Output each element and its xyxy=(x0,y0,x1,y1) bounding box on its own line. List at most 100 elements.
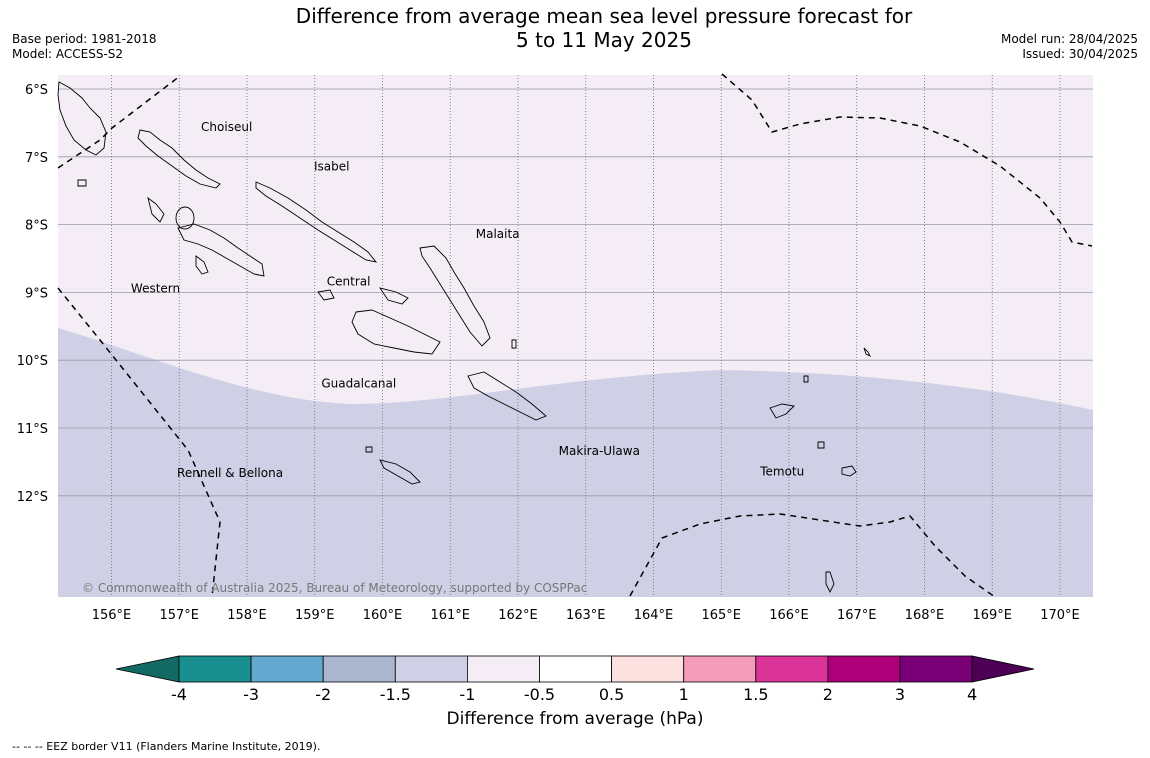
lon-tick-label: 163°E xyxy=(566,608,606,623)
lon-tick-label: 156°E xyxy=(92,608,132,623)
province-label: Guadalcanal xyxy=(321,376,396,390)
colorbar-segment xyxy=(755,655,829,683)
colorbar-tick-label: -1 xyxy=(459,685,475,704)
province-label: Choiseul xyxy=(201,120,252,134)
island-bougainville xyxy=(57,81,107,156)
title-line-2: 5 to 11 May 2025 xyxy=(516,28,692,52)
lat-tick-label: 6°S xyxy=(25,83,48,98)
province-label: Makira-Ulawa xyxy=(559,444,640,458)
island-anuta xyxy=(825,571,835,594)
base-period: Base period: 1981-2018 xyxy=(12,32,157,46)
province-label: Rennell & Bellona xyxy=(177,466,283,480)
island-rennell xyxy=(379,459,421,485)
lat-tick-label: 10°S xyxy=(17,354,48,369)
lon-tick-label: 169°E xyxy=(972,608,1012,623)
colorbar-tick-label: 0.5 xyxy=(599,685,624,704)
province-label: Temotu xyxy=(759,464,804,478)
island-ulawa xyxy=(511,339,517,349)
island-shortland xyxy=(77,179,87,187)
lat-tick-label: 9°S xyxy=(25,286,48,301)
colorbar-tick-label: -0.5 xyxy=(524,685,555,704)
province-label: Malaita xyxy=(476,227,520,241)
island-isabel xyxy=(255,181,378,263)
island-guadalcanal xyxy=(351,309,441,355)
eez-line-png-north xyxy=(57,75,181,169)
colorbar-segment xyxy=(827,655,901,683)
title-line-1: Difference from average mean sea level p… xyxy=(295,4,913,28)
issued-date: Issued: 30/04/2025 xyxy=(1022,47,1138,61)
axis-labels: 6°S 7°S 8°S 9°S 10°S 11°S 12°S 156°E 157°E 158°E 1… xyxy=(17,83,1080,623)
lon-tick-label: 166°E xyxy=(769,608,809,623)
model-name: Model: ACCESS-S2 xyxy=(12,47,124,61)
colorbar-segment xyxy=(322,655,396,683)
island-malaita xyxy=(419,245,491,347)
colorbar-title: Difference from average (hPa) xyxy=(446,709,704,729)
lon-tick-label: 159°E xyxy=(295,608,335,623)
eez-line-west xyxy=(57,287,221,598)
island-new-georgia xyxy=(177,223,265,277)
colorbar-tick-label: 4 xyxy=(967,685,977,704)
lon-tick-label: 164°E xyxy=(634,608,674,623)
lon-tick-label: 161°E xyxy=(430,608,470,623)
field-band-lower xyxy=(58,328,1093,597)
colorbar-segment xyxy=(539,655,612,683)
colorbar-tick-label: -1.5 xyxy=(380,685,411,704)
province-label: Isabel xyxy=(314,159,349,173)
eez-borders xyxy=(57,73,1093,598)
island-choiseul xyxy=(137,129,221,189)
island-rendova xyxy=(195,255,209,275)
colorbar-segment xyxy=(394,655,468,683)
lon-tick-label: 168°E xyxy=(905,608,945,623)
colorbar-over-arrow xyxy=(971,655,1035,683)
eez-line-vanuatu-north xyxy=(721,73,1093,247)
island-reef-islands xyxy=(803,375,809,383)
lon-tick-label: 170°E xyxy=(1040,608,1080,623)
meta-right: Model run: 28/04/2025 Issued: 30/04/2025 xyxy=(1001,32,1138,62)
colorbar-tick-label: 2 xyxy=(823,685,833,704)
lon-tick-label: 165°E xyxy=(701,608,741,623)
colorbar-tick-label: -3 xyxy=(243,685,259,704)
colorbar-segment xyxy=(466,655,540,683)
province-label: Western xyxy=(131,281,180,295)
lat-tick-label: 12°S xyxy=(17,490,48,505)
island-utupua xyxy=(817,441,825,449)
colorbar-segment xyxy=(683,655,757,683)
model-run: Model run: 28/04/2025 xyxy=(1000,32,1138,46)
colorbar: -4 -3 -2 -1.5 -1 -0.5 0.5 1 1.5 2 3 4 xyxy=(115,655,1035,704)
graticule xyxy=(58,75,1093,597)
island-florida xyxy=(378,287,409,305)
island-makira xyxy=(467,371,547,421)
lon-tick-label: 162°E xyxy=(498,608,538,623)
copyright-notice: © Commonwealth of Australia 2025, Bureau… xyxy=(82,581,587,595)
province-labels: Choiseul Isabel Malaita Western Central Guada… xyxy=(131,120,804,480)
lon-tick-label: 167°E xyxy=(837,608,877,623)
island-duff xyxy=(863,347,872,358)
meta-left: Base period: 1981-2018 Model: ACCESS-S2 xyxy=(12,32,157,62)
island-vanikoro xyxy=(841,465,857,477)
lat-tick-label: 11°S xyxy=(17,422,48,437)
eez-line-vanuatu-south xyxy=(629,513,996,598)
island-ranongga xyxy=(147,196,165,223)
island-russell xyxy=(317,289,335,301)
colorbar-tick-label: 3 xyxy=(895,685,905,704)
lon-tick-label: 157°E xyxy=(159,608,199,623)
colorbar-segment xyxy=(611,655,685,683)
colorbar-under-arrow xyxy=(115,655,180,683)
island-santa-cruz xyxy=(769,403,795,419)
lat-tick-label: 8°S xyxy=(25,219,48,234)
island-vella-lavella xyxy=(175,206,195,230)
colorbar-segment xyxy=(250,655,324,683)
colorbar-segment xyxy=(178,655,252,683)
island-bellona xyxy=(365,446,373,453)
colorbar-segment xyxy=(899,655,973,683)
pressure-field xyxy=(58,75,1093,597)
colorbar-tick-label: 1 xyxy=(679,685,689,704)
eez-footnote: -- -- -- EEZ border V11 (Flanders Marine… xyxy=(12,740,321,753)
map-title: Difference from average mean sea level p… xyxy=(0,4,1150,52)
lon-tick-label: 158°E xyxy=(227,608,267,623)
lat-tick-label: 7°S xyxy=(25,151,48,166)
colorbar-tick-label: -4 xyxy=(171,685,187,704)
colorbar-tick-label: 1.5 xyxy=(743,685,768,704)
province-label: Central xyxy=(327,275,371,289)
